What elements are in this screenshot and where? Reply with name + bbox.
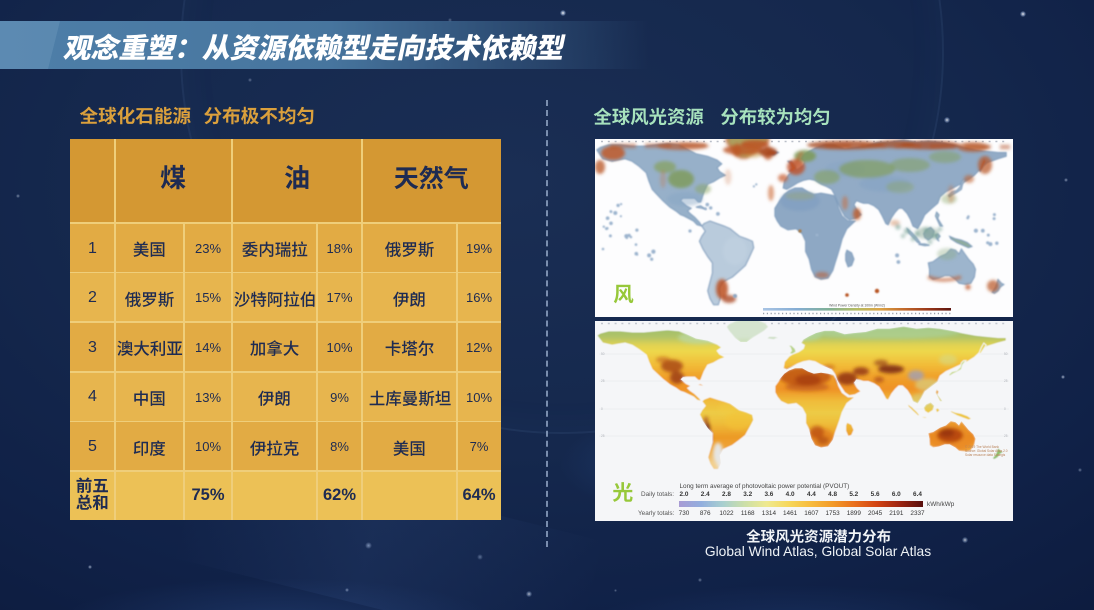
svg-text:Solar resource data Solargis: Solar resource data Solargis <box>965 453 1006 457</box>
svg-text:50: 50 <box>601 352 605 356</box>
svg-text:25: 25 <box>1004 434 1008 438</box>
svg-text:25: 25 <box>1004 379 1008 383</box>
svg-text:0: 0 <box>1004 407 1006 411</box>
svg-text:25: 25 <box>601 379 605 383</box>
svg-text:Source: Global Solar Atlas 2.0: Source: Global Solar Atlas 2.0 <box>965 449 1008 453</box>
svg-text:25: 25 <box>601 434 605 438</box>
svg-text:© 2019 The World Bank: © 2019 The World Bank <box>965 445 999 449</box>
svg-text:50: 50 <box>1004 352 1008 356</box>
svg-text:Wind Power Density at 100m (W: Wind Power Density at 100m (W/m2) <box>829 304 885 308</box>
svg-text:0: 0 <box>601 407 603 411</box>
